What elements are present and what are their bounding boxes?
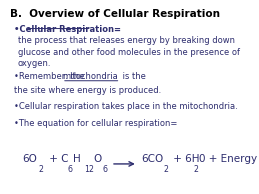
Text: 0 + Energy: 0 + Energy [199,154,257,164]
Text: 12: 12 [84,165,94,174]
Text: •Cellular respiration takes place in the mitochondria.: •Cellular respiration takes place in the… [14,102,238,111]
Text: mitochondria: mitochondria [62,72,118,81]
Text: + C: + C [46,154,68,164]
Text: •Cellular Respiration=: •Cellular Respiration= [14,25,121,34]
Text: 2: 2 [194,165,199,174]
Text: 2: 2 [164,165,169,174]
Text: 6CO: 6CO [141,154,163,164]
Text: B.  Overview of Cellular Respiration: B. Overview of Cellular Respiration [10,9,220,19]
Text: the site where energy is produced.: the site where energy is produced. [14,87,161,95]
Text: 6O: 6O [22,154,37,164]
Text: 2: 2 [39,165,44,174]
Text: + 6H: + 6H [170,154,199,164]
Text: H: H [73,154,81,164]
Text: the process that releases energy by breaking down
glucose and other food molecul: the process that releases energy by brea… [18,36,240,68]
Text: O: O [93,154,101,164]
Text: •Remember: the: •Remember: the [14,72,87,81]
Text: is the: is the [120,72,146,81]
Text: 6: 6 [103,165,108,174]
Text: •The equation for cellular respiration=: •The equation for cellular respiration= [14,119,177,128]
Text: 6: 6 [68,165,73,174]
